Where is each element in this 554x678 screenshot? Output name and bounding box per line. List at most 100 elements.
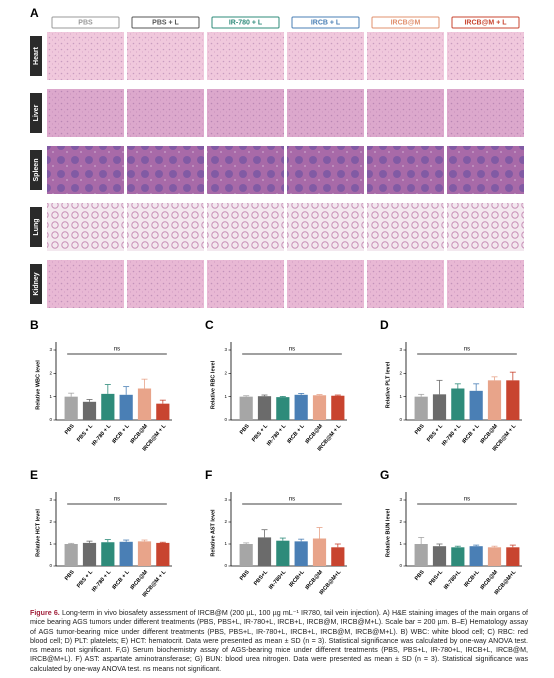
bar <box>294 394 308 420</box>
column-label: PBS <box>78 19 93 26</box>
bar <box>331 547 345 566</box>
y-tick-label: 3 <box>49 497 52 502</box>
tissue-texture <box>367 260 444 308</box>
row-label-box <box>30 207 42 247</box>
tissue-texture <box>287 89 364 137</box>
y-tick-label: 0 <box>399 563 402 568</box>
column-label: IRCB + L <box>311 19 341 26</box>
y-tick-label: 1 <box>399 541 402 546</box>
tissue-texture <box>367 89 444 137</box>
x-tick-label: IRCB + L <box>111 423 131 445</box>
y-tick-label: 2 <box>49 519 52 524</box>
tissue-texture <box>127 32 204 80</box>
tissue-texture <box>367 203 444 251</box>
column-label: PBS + L <box>152 19 179 26</box>
significance-label: ns <box>289 347 295 353</box>
tissue-texture <box>367 32 444 80</box>
significance-label: ns <box>114 497 120 503</box>
tissue-texture <box>287 260 364 308</box>
y-tick-label: 0 <box>399 417 402 422</box>
x-tick-label: PBS <box>239 569 251 582</box>
bar <box>469 546 483 566</box>
column-label-box <box>371 16 440 29</box>
bar <box>432 394 447 420</box>
tissue-texture <box>47 32 124 80</box>
x-tick-label: IR-780 + L <box>441 423 463 447</box>
x-tick-label: PBS+L <box>428 569 445 587</box>
x-tick-label: PBS + L <box>76 423 94 443</box>
tissue-texture <box>367 146 444 194</box>
tissue-texture <box>127 260 204 308</box>
y-tick-label: 0 <box>49 563 52 568</box>
y-axis-label: Relative PLT level <box>385 361 391 408</box>
x-tick-label: IR-780+L <box>268 569 288 591</box>
x-tick-label: PBS + L <box>251 423 269 443</box>
tissue-texture <box>447 146 524 194</box>
bar <box>239 544 253 566</box>
bar <box>312 538 327 566</box>
x-tick-label: IRCB+L <box>463 569 481 589</box>
x-tick-label: PBS <box>414 423 426 436</box>
bar <box>137 541 152 566</box>
significance-label: ns <box>289 497 295 503</box>
y-tick-label: 2 <box>399 371 402 376</box>
panel-label: F <box>205 468 212 482</box>
bar <box>487 380 502 420</box>
row-label-box <box>30 264 42 304</box>
x-tick-label: IR-780 + L <box>266 423 288 447</box>
x-tick-label: IRCB + L <box>461 423 481 445</box>
tissue-texture <box>47 89 124 137</box>
bar <box>239 396 253 420</box>
tissue-texture <box>287 146 364 194</box>
column-label: IRCB@M <box>391 19 421 26</box>
x-tick-label: IR-780 + L <box>91 569 113 593</box>
y-tick-label: 2 <box>224 371 227 376</box>
x-tick-label: IR-780 + L <box>91 423 113 447</box>
x-tick-label: PBS <box>239 423 251 436</box>
panel-label: E <box>30 468 38 482</box>
y-axis-label: Relative BUN level <box>385 508 391 557</box>
caption-label: Figure 6. <box>30 609 60 617</box>
tissue-texture <box>447 260 524 308</box>
bar <box>82 542 97 566</box>
x-tick-label: IRCB+L <box>288 569 306 589</box>
significance-label: ns <box>114 347 120 353</box>
bar <box>487 547 502 566</box>
y-tick-label: 0 <box>224 563 227 568</box>
tissue-texture <box>207 32 284 80</box>
row-label: Lung <box>33 218 40 235</box>
row-label-box <box>30 150 42 190</box>
x-tick-label: PBS <box>414 569 426 582</box>
bar <box>414 544 428 566</box>
x-tick-label: PBS <box>64 569 76 582</box>
x-tick-label: PBS+L <box>253 569 270 587</box>
tissue-texture <box>207 89 284 137</box>
y-tick-label: 1 <box>49 394 52 399</box>
tissue-texture <box>47 203 124 251</box>
y-axis-label: Relative HCT level <box>35 509 41 557</box>
caption-text: Long-term in vivo biosafety assessment o… <box>30 609 528 673</box>
panel-label: C <box>205 318 214 332</box>
y-tick-label: 2 <box>224 519 227 524</box>
column-label: IRCB@M + L <box>464 19 507 26</box>
x-tick-label: IR-780+L <box>443 569 463 591</box>
tissue-texture <box>127 203 204 251</box>
bar <box>451 388 465 420</box>
x-tick-label: PBS + L <box>76 569 94 589</box>
bar <box>506 547 520 566</box>
tissue-texture <box>47 260 124 308</box>
bar <box>276 540 290 566</box>
bar <box>469 390 483 420</box>
y-tick-label: 3 <box>399 347 402 352</box>
column-label-box <box>211 16 280 29</box>
row-label: Heart <box>33 46 40 65</box>
y-tick-label: 3 <box>224 497 227 502</box>
bar <box>137 388 152 420</box>
tissue-texture <box>127 146 204 194</box>
y-tick-label: 2 <box>399 519 402 524</box>
y-tick-label: 1 <box>399 394 402 399</box>
y-tick-label: 3 <box>49 347 52 352</box>
column-label-box <box>291 16 360 29</box>
significance-label: ns <box>464 497 470 503</box>
